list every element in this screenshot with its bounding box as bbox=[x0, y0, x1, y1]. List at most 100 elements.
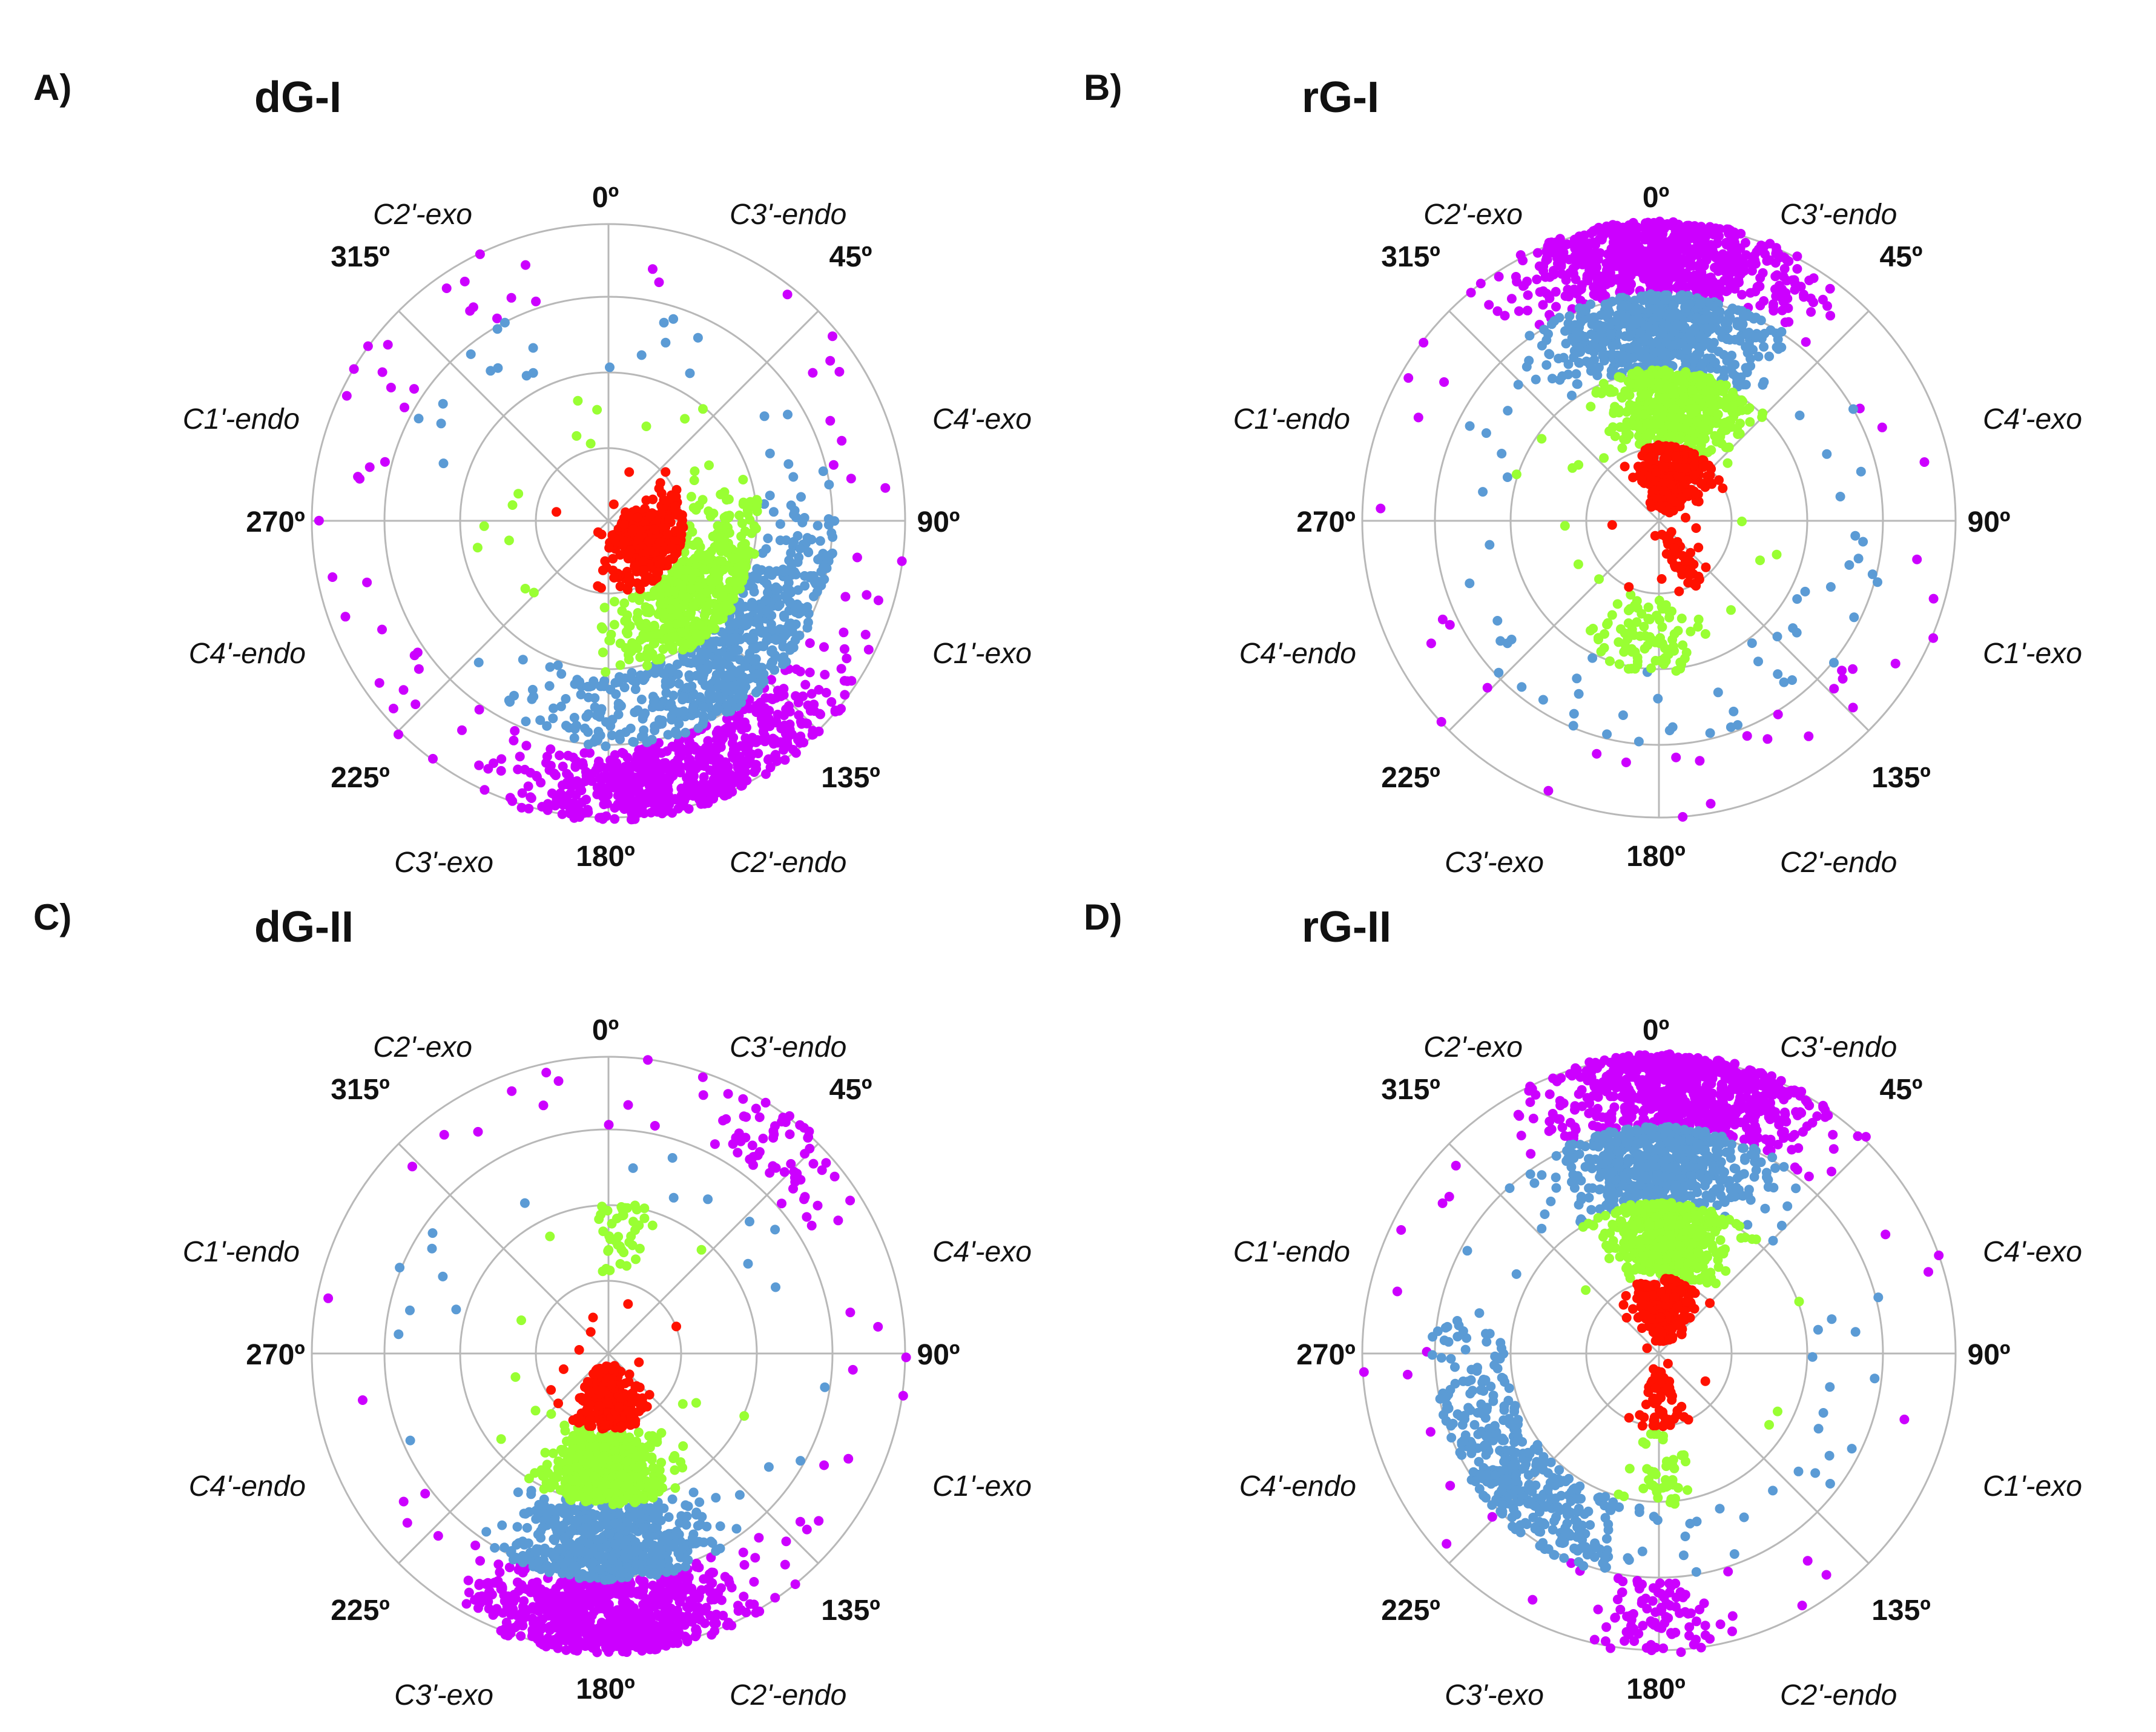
data-point-ring-2 bbox=[643, 591, 653, 601]
angle-tick-0: 0º bbox=[592, 182, 619, 214]
data-point-ring-2 bbox=[598, 647, 608, 658]
data-point-ring-4 bbox=[595, 773, 605, 784]
data-point-ring-4 bbox=[1782, 255, 1792, 265]
data-point-ring-2 bbox=[737, 518, 747, 529]
data-point-ring-3 bbox=[742, 620, 752, 630]
data-point-ring-2 bbox=[1573, 559, 1583, 569]
data-point-ring-3 bbox=[473, 657, 484, 667]
data-point-ring-2 bbox=[601, 667, 611, 677]
panel-title-c: dG-II bbox=[254, 903, 354, 951]
data-point-ring-4 bbox=[1606, 252, 1616, 262]
data-point-ring-1 bbox=[1689, 470, 1699, 480]
data-point-ring-1 bbox=[1650, 442, 1660, 452]
data-point-ring-2 bbox=[1626, 630, 1636, 640]
data-point-ring-3 bbox=[436, 418, 446, 429]
data-point-ring-3 bbox=[1695, 342, 1705, 352]
data-point-ring-4 bbox=[1445, 620, 1455, 630]
data-point-ring-2 bbox=[1692, 416, 1702, 426]
data-point-ring-3 bbox=[1567, 391, 1577, 400]
data-point-ring-4 bbox=[836, 664, 846, 674]
series-ring-3 bbox=[1465, 289, 1882, 747]
data-point-ring-1 bbox=[625, 511, 635, 521]
data-point-ring-2 bbox=[1666, 431, 1676, 441]
panel-letter-b: B) bbox=[1084, 67, 1123, 108]
data-point-ring-4 bbox=[377, 367, 387, 377]
data-point-ring-4 bbox=[1646, 252, 1656, 262]
data-point-ring-3 bbox=[556, 701, 566, 712]
data-point-ring-3 bbox=[661, 337, 671, 348]
data-point-ring-4 bbox=[828, 331, 837, 342]
data-point-ring-4 bbox=[509, 735, 519, 745]
data-point-ring-4 bbox=[1656, 267, 1666, 277]
grid-spoke-225 bbox=[398, 520, 610, 732]
data-point-ring-4 bbox=[496, 754, 507, 764]
data-point-ring-1 bbox=[676, 520, 686, 530]
data-point-ring-1 bbox=[1657, 574, 1667, 584]
data-point-ring-4 bbox=[719, 783, 730, 793]
data-point-ring-2 bbox=[1511, 469, 1521, 480]
data-point-ring-3 bbox=[730, 647, 739, 657]
data-point-ring-3 bbox=[803, 547, 813, 557]
data-point-ring-4 bbox=[1643, 222, 1653, 233]
data-point-ring-3 bbox=[759, 669, 769, 679]
data-point-ring-3 bbox=[1627, 315, 1637, 325]
data-point-ring-3 bbox=[1616, 309, 1626, 319]
data-point-ring-3 bbox=[628, 736, 638, 747]
data-point-ring-4 bbox=[377, 624, 387, 635]
data-point-ring-4 bbox=[646, 807, 656, 818]
data-point-ring-3 bbox=[627, 667, 637, 678]
data-point-ring-1 bbox=[1661, 549, 1672, 559]
data-point-ring-4 bbox=[1696, 258, 1706, 268]
data-point-ring-1 bbox=[662, 529, 673, 540]
data-point-ring-3 bbox=[759, 411, 770, 421]
data-point-ring-4 bbox=[546, 761, 556, 771]
angle-tick-0: 0º bbox=[1643, 182, 1669, 214]
data-point-ring-3 bbox=[486, 366, 496, 376]
data-point-ring-3 bbox=[763, 587, 773, 598]
data-point-ring-3 bbox=[1706, 340, 1716, 350]
data-point-ring-3 bbox=[1592, 322, 1602, 332]
data-point-ring-2 bbox=[706, 578, 716, 588]
data-point-ring-3 bbox=[762, 578, 772, 589]
data-point-ring-3 bbox=[1751, 332, 1761, 343]
data-point-ring-4 bbox=[842, 653, 852, 664]
data-point-ring-4 bbox=[741, 722, 751, 733]
data-point-ring-3 bbox=[1581, 305, 1591, 316]
data-point-ring-4 bbox=[1542, 254, 1552, 265]
data-point-ring-3 bbox=[1722, 317, 1733, 327]
data-point-ring-4 bbox=[524, 804, 534, 814]
data-point-ring-4 bbox=[1808, 297, 1818, 308]
data-point-ring-2 bbox=[1626, 379, 1636, 389]
data-point-ring-2 bbox=[1632, 617, 1642, 627]
data-point-ring-3 bbox=[705, 687, 716, 696]
data-point-ring-4 bbox=[1912, 554, 1922, 564]
data-point-ring-2 bbox=[598, 624, 608, 634]
data-point-ring-4 bbox=[622, 753, 633, 763]
data-point-ring-2 bbox=[1701, 385, 1712, 395]
data-point-ring-3 bbox=[1633, 736, 1644, 747]
data-point-ring-4 bbox=[1825, 283, 1835, 294]
data-point-ring-1 bbox=[1701, 562, 1711, 572]
data-point-ring-4 bbox=[577, 798, 587, 807]
data-point-ring-4 bbox=[607, 756, 618, 767]
data-point-ring-4 bbox=[1801, 337, 1811, 347]
data-point-ring-3 bbox=[1728, 369, 1738, 379]
data-point-ring-3 bbox=[1494, 667, 1504, 678]
data-point-ring-4 bbox=[1848, 702, 1858, 713]
data-point-ring-4 bbox=[349, 364, 359, 374]
data-point-ring-4 bbox=[1591, 283, 1601, 293]
data-point-ring-4 bbox=[409, 650, 420, 661]
data-point-ring-3 bbox=[1850, 531, 1861, 541]
data-point-ring-4 bbox=[783, 701, 794, 711]
data-point-ring-2 bbox=[1655, 403, 1664, 413]
data-point-ring-3 bbox=[762, 636, 772, 646]
data-point-ring-2 bbox=[1597, 386, 1607, 397]
data-point-ring-3 bbox=[812, 587, 822, 597]
data-point-ring-3 bbox=[1612, 340, 1622, 350]
data-point-ring-1 bbox=[608, 554, 618, 564]
data-point-ring-3 bbox=[1742, 328, 1753, 339]
data-point-ring-4 bbox=[523, 781, 533, 792]
data-point-ring-2 bbox=[1605, 384, 1615, 394]
data-point-ring-2 bbox=[1652, 610, 1661, 621]
data-point-ring-3 bbox=[1575, 317, 1586, 328]
